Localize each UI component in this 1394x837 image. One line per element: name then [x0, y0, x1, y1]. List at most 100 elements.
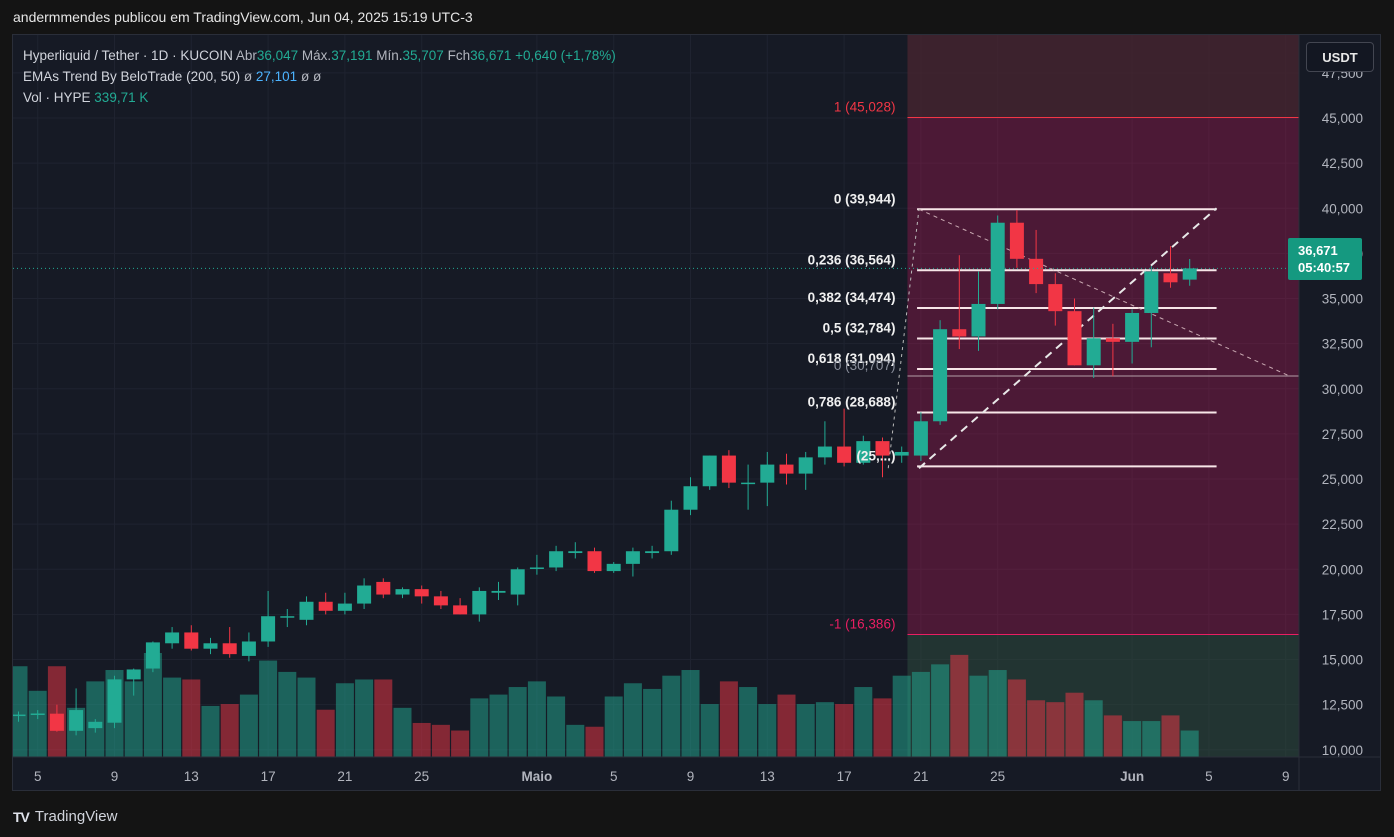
candle-body — [69, 710, 84, 731]
currency-button[interactable]: USDT — [1306, 42, 1374, 72]
price-axis-tick: 40,000 — [1322, 201, 1363, 216]
price-axis-tick: 30,000 — [1322, 382, 1363, 397]
volume-value: 339,71 K — [94, 90, 149, 105]
volume-bar — [1046, 702, 1065, 757]
candle-body — [529, 567, 544, 569]
close-label: Fch — [447, 48, 471, 63]
volume-bar — [1027, 700, 1046, 757]
fib-overlap-label: 0 (30,707) — [834, 358, 896, 373]
tradingview-brand[interactable]: TradingView — [34, 808, 118, 825]
price-axis-tick: 15,000 — [1322, 653, 1363, 668]
price-axis-tick: 32,500 — [1322, 337, 1363, 352]
candle-body — [741, 482, 756, 485]
candle-body — [971, 303, 986, 337]
fib-level-label: 0,786 (28,688) — [808, 394, 896, 409]
volume-bar — [278, 671, 297, 757]
volume-bar — [374, 679, 393, 757]
candle-body — [1086, 338, 1101, 366]
volume-bar — [143, 652, 162, 757]
candlestick-chart[interactable]: 1 (45,028) 0 (39,944) 0,236 (36,564) 0,382 … — [13, 35, 1381, 791]
volume-bar — [1103, 715, 1122, 757]
candle-body — [261, 616, 276, 642]
candle-body — [721, 455, 736, 483]
volume-bar — [182, 679, 201, 757]
candle-body — [990, 222, 1005, 304]
candle-body — [1067, 311, 1082, 366]
candle-body — [952, 329, 967, 337]
volume-bar — [854, 687, 873, 757]
candle-body — [337, 603, 352, 611]
time-axis-tick: Maio — [522, 769, 553, 784]
volume-bar — [1180, 730, 1199, 757]
volume-name[interactable]: Vol · HYPE — [23, 90, 91, 105]
price-axis-tick: 17,500 — [1322, 607, 1363, 622]
volume-bar — [739, 687, 758, 757]
candle-body — [472, 590, 487, 615]
time-axis-tick: 21 — [913, 769, 928, 784]
volume-bar — [13, 666, 28, 757]
fib-level-label: 1 (45,028) — [834, 100, 896, 115]
fib-level-label: 0,236 (36,564) — [808, 252, 896, 267]
candle-body — [913, 421, 928, 456]
candle-body — [145, 642, 160, 669]
ema-symbol-1: ø — [243, 69, 253, 84]
low-value: 35,707 — [402, 48, 444, 63]
time-axis-tick: 5 — [34, 769, 42, 784]
candle-body — [894, 451, 909, 456]
volume-bar — [662, 675, 681, 757]
candle-body — [318, 601, 333, 611]
candle-body — [1029, 258, 1044, 285]
bar-countdown: 05:40:57 — [1298, 260, 1351, 275]
volume-bar — [892, 675, 911, 757]
candle-body — [625, 551, 640, 564]
candle-body — [587, 551, 602, 572]
candle-body — [817, 446, 832, 458]
candle-body — [1163, 273, 1178, 283]
candle-body — [414, 589, 429, 597]
candle-body — [203, 643, 218, 649]
candle-body — [1182, 268, 1197, 280]
volume-bar — [239, 694, 258, 757]
open-value: 36,047 — [256, 48, 299, 63]
last-price: 36,671 — [1298, 243, 1338, 258]
volume-bar — [1161, 715, 1180, 757]
high-label: Máx. — [301, 48, 332, 63]
candle-body — [126, 669, 141, 680]
candle-body — [510, 569, 525, 595]
candle-body — [30, 713, 45, 715]
ema-name[interactable]: EMAs Trend By BeloTrade (200, 50) — [23, 69, 241, 84]
candle-body — [395, 589, 410, 595]
candle-body — [1125, 312, 1140, 342]
volume-bar — [527, 681, 546, 757]
volume-bar — [508, 687, 527, 757]
candle-body — [645, 551, 660, 554]
candle-body — [357, 585, 372, 604]
candle-body — [49, 713, 64, 731]
volume-bar — [1065, 692, 1084, 757]
open-label: Abr — [235, 48, 257, 63]
volume-bar — [604, 696, 623, 757]
candle-body — [1105, 338, 1120, 342]
volume-bar — [777, 694, 796, 757]
volume-bar — [1142, 721, 1161, 757]
candle-body — [760, 464, 775, 483]
candle-body — [1009, 222, 1024, 259]
price-axis-tick: 45,000 — [1322, 111, 1363, 126]
last-price-tag: 36,671 05:40:57 — [1288, 238, 1362, 280]
price-axis-tick: 20,000 — [1322, 562, 1363, 577]
candle-body — [491, 590, 506, 593]
volume-bar — [28, 690, 47, 757]
candle-body — [798, 457, 813, 474]
legend: Hyperliquid / Tether · 1D · KUCOIN Abr36… — [23, 45, 616, 108]
high-value: 37,191 — [331, 48, 373, 63]
volume-bar — [412, 722, 431, 757]
symbol-title[interactable]: Hyperliquid / Tether · 1D · KUCOIN — [23, 48, 233, 63]
volume-bar — [643, 688, 662, 757]
candle-body — [1144, 271, 1159, 313]
time-axis-tick: 17 — [261, 769, 276, 784]
footer-brand: TV TradingView — [13, 808, 117, 825]
chart-pane[interactable]: 1 (45,028) 0 (39,944) 0,236 (36,564) 0,382 … — [12, 34, 1381, 791]
time-axis-tick: 9 — [1282, 769, 1290, 784]
volume-bar — [1123, 721, 1142, 757]
candle-body — [1048, 284, 1063, 312]
